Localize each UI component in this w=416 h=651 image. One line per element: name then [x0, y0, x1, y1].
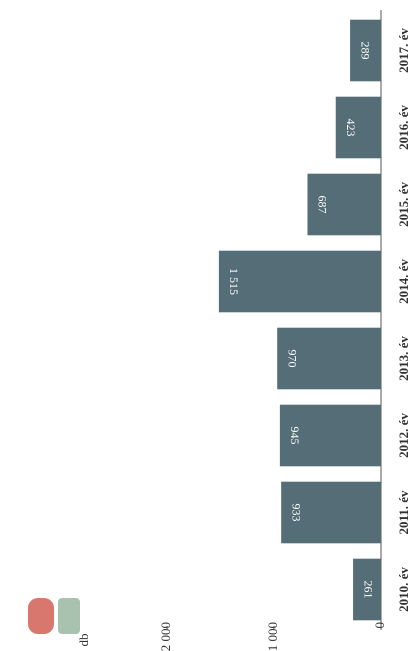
value-label: 289: [358, 42, 372, 60]
bar: [218, 250, 381, 313]
value-label: 933: [289, 504, 303, 522]
bar: [350, 19, 381, 82]
x-tick-label: 2014. év: [396, 259, 411, 304]
x-tick-label: 2015. év: [396, 182, 411, 227]
value-label: 1 515: [227, 268, 241, 295]
logo-crest: [58, 598, 80, 634]
x-tick-label: 2017. év: [396, 28, 411, 73]
value-label: 970: [285, 350, 299, 368]
value-label: 687: [316, 196, 330, 214]
bar: [335, 96, 381, 159]
x-tick-label: 2010. év: [396, 567, 411, 612]
x-tick-label: 2013. év: [396, 336, 411, 381]
x-tick-label: 2011. év: [396, 490, 411, 535]
unit-label: db: [76, 634, 91, 647]
logo: [28, 598, 54, 634]
x-tick-label: 2016. év: [396, 105, 411, 150]
y-tick-label: 1 000: [265, 622, 280, 651]
x-tick-label: 2012. év: [396, 413, 411, 458]
bar: [277, 327, 381, 390]
bar: [279, 404, 381, 467]
bar: [307, 173, 381, 236]
value-label: 423: [344, 119, 358, 137]
value-label: 945: [288, 427, 302, 445]
bar: [281, 481, 381, 544]
y-tick-label: 0: [372, 622, 387, 629]
y-tick-label: 2 000: [158, 622, 173, 651]
bar: [353, 558, 381, 621]
value-label: 261: [361, 581, 375, 599]
